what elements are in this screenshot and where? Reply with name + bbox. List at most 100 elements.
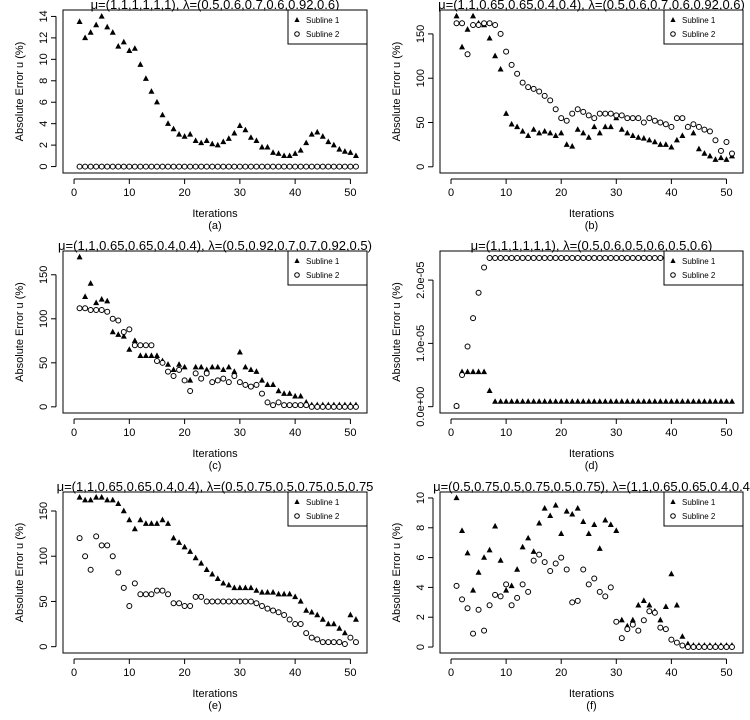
data-point-subline-1 xyxy=(297,392,304,399)
data-point-subline-1 xyxy=(76,253,83,260)
data-point-subline-1 xyxy=(607,398,614,404)
data-point-subline-1 xyxy=(690,129,697,136)
data-point-subline-1 xyxy=(508,398,515,404)
data-point-subline-2 xyxy=(198,375,205,382)
chart-title: μ=(1,1,0.65,0.65,0.4,0.4), λ=(0.5,0.75,0… xyxy=(57,479,374,494)
data-point-subline-2 xyxy=(552,560,559,567)
data-point-subline-1 xyxy=(536,519,543,526)
data-point-subline-1 xyxy=(104,496,111,503)
data-point-subline-2 xyxy=(203,163,210,170)
data-point-subline-2 xyxy=(253,163,260,170)
data-point-subline-2 xyxy=(82,163,89,170)
data-point-subline-2 xyxy=(242,381,249,388)
data-point-subline-2 xyxy=(198,593,205,600)
data-point-subline-1 xyxy=(470,368,477,375)
data-point-subline-2 xyxy=(325,403,332,410)
data-point-subline-2 xyxy=(76,305,83,312)
data-point-subline-2 xyxy=(602,254,609,261)
x-tick-label: 30 xyxy=(234,187,246,199)
data-point-subline-1 xyxy=(591,398,598,404)
data-point-subline-1 xyxy=(635,601,642,608)
data-point-subline-2 xyxy=(131,163,138,170)
y-tick-label: 0 xyxy=(415,644,427,650)
y-tick-label: 4 xyxy=(38,121,50,127)
data-point-subline-2 xyxy=(192,370,199,377)
data-point-subline-1 xyxy=(530,548,537,554)
data-point-subline-1 xyxy=(325,138,332,145)
data-point-subline-2 xyxy=(82,305,89,312)
data-point-subline-1 xyxy=(270,149,277,155)
data-point-subline-2 xyxy=(657,254,664,261)
data-point-subline-1 xyxy=(242,363,249,370)
x-tick-label: 20 xyxy=(555,427,567,439)
data-point-subline-2 xyxy=(558,115,565,122)
data-point-subline-1 xyxy=(519,398,526,404)
legend-box xyxy=(663,250,744,286)
x-tick-label: 50 xyxy=(344,187,356,199)
data-point-subline-2 xyxy=(728,644,735,651)
data-point-subline-2 xyxy=(646,254,653,261)
data-point-subline-2 xyxy=(585,112,592,119)
legend-marker-subline-2 xyxy=(670,513,676,519)
data-point-subline-2 xyxy=(137,591,144,598)
data-point-subline-2 xyxy=(275,609,282,616)
data-point-subline-1 xyxy=(596,545,603,551)
data-point-subline-2 xyxy=(82,553,89,560)
data-point-subline-2 xyxy=(281,402,288,409)
x-tick-label: 30 xyxy=(610,427,622,439)
data-point-subline-1 xyxy=(558,530,565,536)
data-point-subline-2 xyxy=(541,92,548,99)
data-point-subline-2 xyxy=(292,402,299,409)
data-point-subline-2 xyxy=(657,624,664,631)
y-tick-label: 4 xyxy=(415,584,427,590)
data-point-subline-1 xyxy=(657,141,664,147)
y-axis-label: Absolute Error u (%) xyxy=(391,42,403,142)
data-point-subline-1 xyxy=(236,584,243,591)
x-axis-label: Iterations xyxy=(569,448,615,460)
data-point-subline-1 xyxy=(607,123,614,130)
data-point-subline-1 xyxy=(525,398,532,404)
legend: Subline 1 Subline 2 xyxy=(287,9,368,45)
data-point-subline-2 xyxy=(651,254,658,261)
data-point-subline-1 xyxy=(657,398,664,404)
plot-frame xyxy=(439,250,744,414)
data-point-subline-1 xyxy=(723,398,730,404)
data-point-subline-2 xyxy=(580,566,587,573)
data-point-subline-2 xyxy=(209,379,216,386)
data-point-subline-2 xyxy=(330,163,337,170)
x-axis-label: Iterations xyxy=(569,208,615,220)
data-point-subline-2 xyxy=(536,254,543,261)
legend-label-subline-2: Subline 2 xyxy=(682,271,716,280)
data-point-subline-2 xyxy=(695,644,702,651)
data-point-subline-2 xyxy=(203,370,210,377)
data-point-subline-1 xyxy=(602,516,609,523)
x-tick-label: 20 xyxy=(178,427,190,439)
data-point-subline-2 xyxy=(525,84,532,91)
y-axis-label: Absolute Error u (%) xyxy=(14,523,26,623)
data-point-subline-1 xyxy=(525,132,532,138)
data-point-subline-2 xyxy=(297,402,304,409)
data-point-subline-2 xyxy=(181,163,188,170)
data-point-subline-2 xyxy=(580,254,587,261)
legend-label-subline-1: Subline 1 xyxy=(682,16,716,25)
data-point-subline-1 xyxy=(87,496,94,503)
data-point-subline-2 xyxy=(514,254,521,261)
data-point-subline-2 xyxy=(585,581,592,588)
data-point-subline-1 xyxy=(82,496,89,503)
data-point-subline-1 xyxy=(214,141,221,148)
data-point-subline-1 xyxy=(275,590,282,597)
x-tick-label: 10 xyxy=(500,187,512,199)
x-tick-label: 50 xyxy=(344,667,356,679)
data-point-subline-1 xyxy=(508,120,515,127)
y-tick-label: 150 xyxy=(38,502,50,520)
data-point-subline-2 xyxy=(475,606,482,613)
data-point-subline-2 xyxy=(585,254,592,261)
data-point-subline-1 xyxy=(198,139,205,146)
data-point-subline-1 xyxy=(497,65,504,72)
data-point-subline-2 xyxy=(231,373,238,380)
data-point-subline-2 xyxy=(684,644,691,651)
data-point-subline-2 xyxy=(76,535,83,542)
data-point-subline-2 xyxy=(723,138,730,145)
data-point-subline-2 xyxy=(536,551,543,558)
legend-marker-subline-2 xyxy=(294,513,300,519)
